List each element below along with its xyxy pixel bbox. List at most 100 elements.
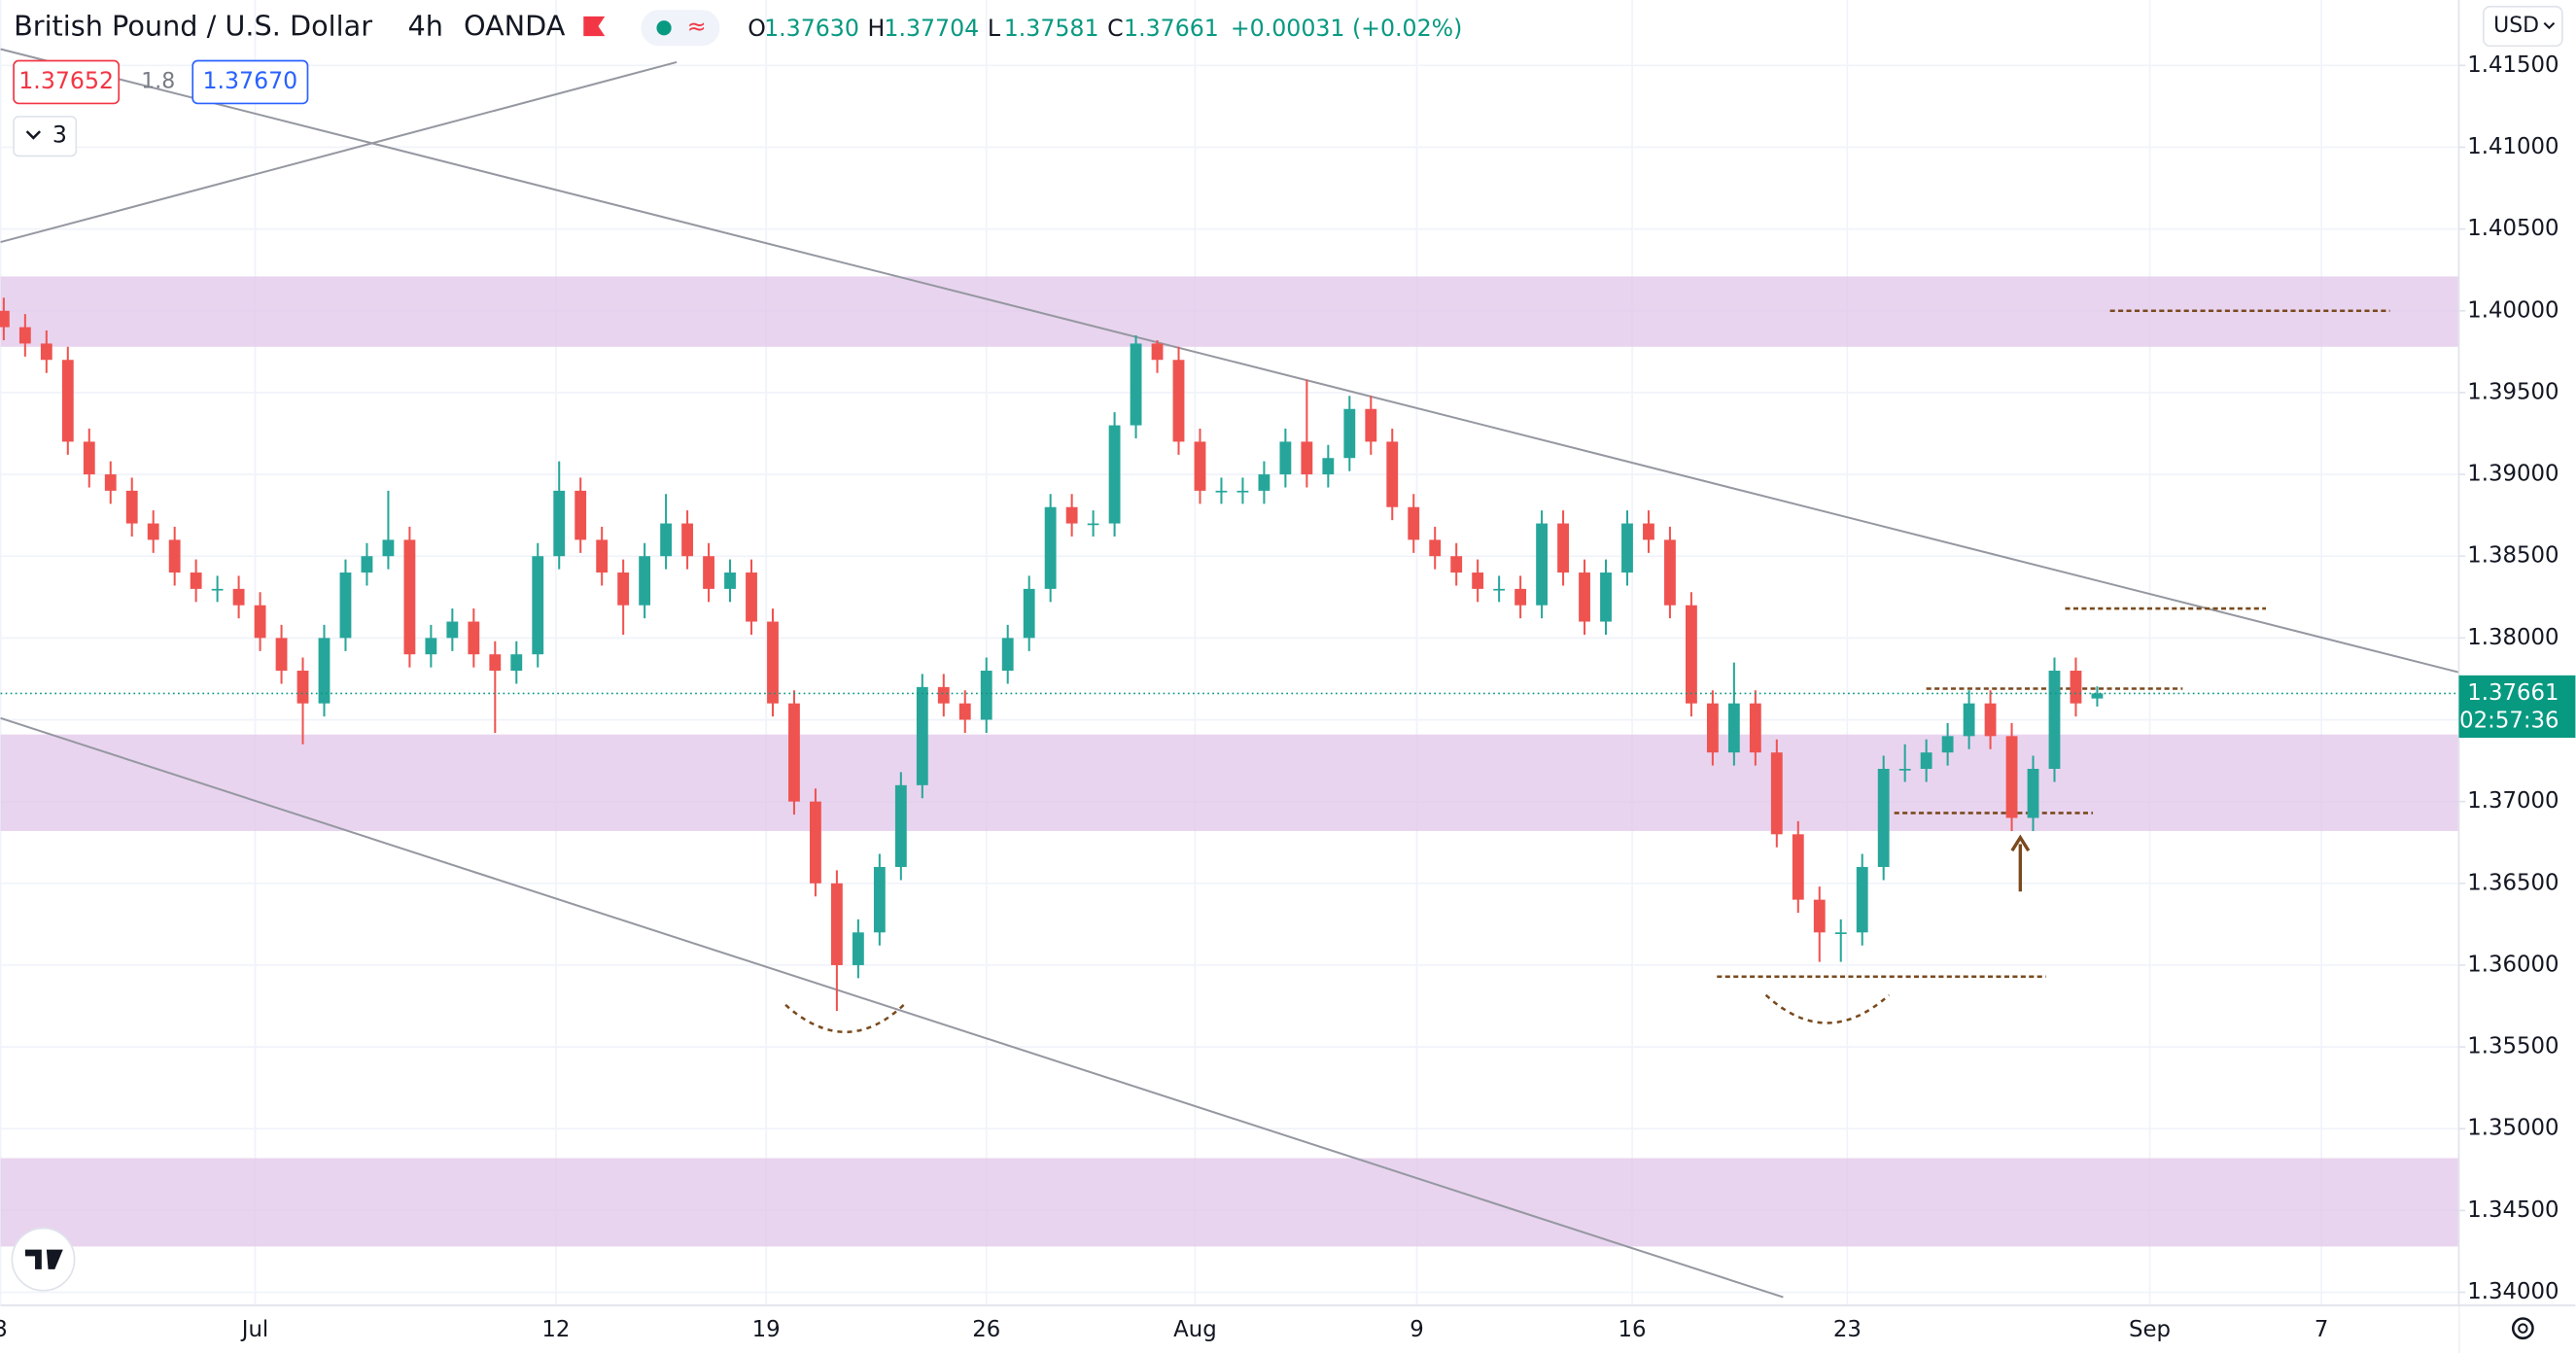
candle-body — [724, 572, 736, 589]
ohlc-label: O — [748, 15, 766, 42]
candle-body — [104, 474, 117, 491]
sell-price: 1.37652 — [18, 67, 114, 94]
candle-body — [1151, 343, 1164, 361]
change: +0.00031 (+0.02%) — [1231, 15, 1462, 42]
ohlc-label: C — [1107, 15, 1124, 42]
time-axis — [0, 1305, 2459, 1353]
zone — [0, 734, 2459, 831]
candle-body — [1493, 588, 1506, 591]
candle-body — [1087, 523, 1099, 526]
candle-body — [0, 310, 10, 328]
candle-body — [937, 686, 950, 704]
y-tick-label: 1.34500 — [2467, 1197, 2559, 1223]
candle-body — [446, 621, 459, 639]
candle-body — [1877, 768, 1890, 867]
zone — [0, 1158, 2459, 1247]
candle-body — [1749, 703, 1761, 753]
candle-body — [894, 784, 907, 867]
candle-body — [1023, 588, 1035, 639]
status-pill[interactable] — [641, 10, 720, 47]
candle-body — [1408, 506, 1420, 540]
candle-body — [1963, 703, 1975, 737]
sell-button[interactable] — [13, 59, 121, 105]
candle-body — [18, 327, 31, 344]
currency-button[interactable] — [2482, 5, 2563, 48]
candle-body — [1792, 834, 1804, 900]
ohlc-legend: O1.37630 H 1.37704 L 1.37581 C 1.37661 +0.00031… — [748, 15, 1462, 42]
candle-body — [1664, 539, 1676, 606]
y-tick-label: 1.37000 — [2467, 788, 2559, 814]
x-tick-label: Sep — [2129, 1317, 2171, 1342]
candle-body — [1065, 506, 1078, 524]
x-tick-label: Jul — [240, 1317, 269, 1342]
candle-body — [2027, 768, 2039, 818]
trend-line — [0, 60, 678, 244]
candle-body — [639, 556, 651, 606]
buy-button[interactable] — [191, 59, 309, 105]
candle-body — [1429, 539, 1442, 557]
candle-body — [852, 932, 864, 965]
candle-body — [61, 360, 74, 442]
candle-body — [980, 671, 992, 720]
buy-price: 1.37670 — [202, 67, 297, 94]
candle-body — [1643, 523, 1654, 540]
arc-drawing — [1764, 993, 1891, 1024]
chevron — [2543, 21, 2556, 30]
candle-body — [40, 343, 52, 361]
settings-icon[interactable] — [2511, 1317, 2534, 1340]
chevron — [25, 130, 42, 140]
candle-body — [746, 572, 757, 622]
candle-body — [1557, 523, 1569, 573]
interval[interactable]: 4h — [408, 10, 443, 43]
gear-hub — [2518, 1323, 2528, 1334]
candle-body — [425, 638, 437, 655]
candle-body — [296, 671, 309, 704]
zone — [0, 276, 2459, 347]
candle-body — [1365, 408, 1377, 442]
candle-body — [1001, 638, 1014, 672]
countdown: 02:57:36 — [2459, 709, 2559, 734]
candle-body — [1322, 458, 1335, 475]
candle-body — [1130, 343, 1142, 426]
symbol[interactable]: British Pound / U.S. Dollar — [14, 10, 372, 43]
candle-body — [1108, 425, 1121, 524]
x-tick-label: Aug — [1173, 1317, 1217, 1342]
candle-body — [1770, 752, 1783, 835]
ohlc-value: 1.37581 — [1004, 15, 1099, 42]
y-tick-label: 1.34000 — [2467, 1279, 2559, 1304]
gear — [2511, 1317, 2534, 1340]
candle-body — [1686, 605, 1697, 704]
candle-body — [2048, 671, 2061, 769]
flag-icon[interactable] — [583, 16, 606, 37]
indicators-toggle[interactable] — [13, 116, 78, 157]
ohlc-label: H — [868, 15, 886, 42]
candle-body — [1920, 752, 1932, 769]
candle-body — [1898, 768, 1911, 771]
candle-body — [125, 490, 138, 524]
axes: 1.34000 1.34500 1.35000 1.35500 1.36000 1.365… — [0, 52, 2576, 1342]
candle-body — [168, 539, 181, 573]
candle-body — [810, 801, 821, 884]
x-tick-label: 12 — [541, 1317, 570, 1342]
ohlc-value: 1.37661 — [1124, 15, 1219, 42]
x-tick-label: 3 — [0, 1317, 8, 1342]
candle-body — [788, 703, 800, 802]
candle-body — [553, 490, 566, 557]
spread: 1.8 — [141, 69, 175, 93]
candle-body — [574, 490, 587, 540]
candle-body — [382, 539, 395, 557]
y-tick-label: 1.40500 — [2467, 216, 2559, 241]
candle-body — [1984, 703, 1997, 737]
candle-body — [147, 523, 159, 540]
last-price-tag — [2458, 675, 2576, 739]
candle-body — [83, 441, 95, 475]
last-price-label: 1.37661 — [2467, 680, 2559, 706]
x-tick-label: 19 — [752, 1317, 781, 1342]
candle-body — [1472, 572, 1484, 589]
candle-body — [1856, 866, 1868, 933]
tv-logo[interactable] — [11, 1227, 76, 1292]
y-tick-label: 1.39000 — [2467, 462, 2559, 487]
arc-drawing — [784, 1003, 905, 1033]
candle-body — [1301, 441, 1313, 475]
